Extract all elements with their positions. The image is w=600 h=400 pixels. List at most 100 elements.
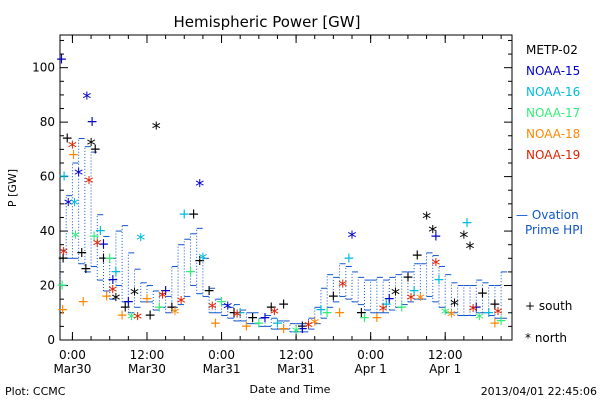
data-point: +: [328, 288, 340, 304]
data-point: +: [334, 305, 346, 321]
x-tick-date: Mar31: [277, 362, 315, 376]
data-point: +: [380, 297, 392, 313]
data-point: +: [110, 264, 122, 280]
data-point: +: [272, 316, 284, 332]
plot-timestamp: 2013/04/01 22:45:06: [481, 385, 597, 398]
x-tick-time: 0:00: [357, 348, 384, 362]
data-point: *: [84, 173, 93, 194]
legend-entry: NOAA-18: [526, 127, 580, 141]
data-point: *: [469, 301, 478, 322]
data-point: +: [234, 305, 246, 321]
data-point: +: [278, 321, 290, 337]
data-point: +: [433, 272, 445, 288]
data-point: +: [86, 114, 98, 130]
y-tick-label: 0: [47, 333, 55, 347]
data-point: +: [259, 310, 271, 326]
data-point: +: [188, 207, 200, 223]
south-marker-legend: + south: [525, 299, 572, 313]
data-point: +: [89, 141, 101, 157]
data-point: *: [447, 306, 456, 327]
data-point: *: [208, 298, 217, 319]
data-point: +: [68, 147, 80, 163]
data-point: +: [144, 307, 156, 323]
data-point: +: [154, 299, 166, 315]
data-point: *: [407, 290, 416, 311]
data-point: *: [292, 323, 301, 344]
x-tick-date: Mar30: [128, 362, 166, 376]
data-point: +: [253, 316, 265, 332]
data-point: *: [270, 304, 279, 325]
data-point: *: [494, 304, 503, 325]
data-point: *: [223, 298, 232, 319]
data-point: +: [241, 318, 253, 334]
data-point: +: [98, 237, 110, 253]
y-tick-label: 80: [40, 115, 55, 129]
data-point: +: [76, 245, 88, 261]
data-point: *: [198, 249, 207, 270]
data-point: +: [483, 305, 495, 321]
data-point: +: [119, 299, 131, 315]
data-point: *: [158, 287, 167, 308]
data-point: +: [461, 215, 473, 231]
legend-entry: NOAA-16: [526, 85, 580, 99]
data-point: +: [278, 297, 290, 313]
data-point: +: [396, 299, 408, 315]
data-point: +: [57, 302, 69, 318]
data-point: *: [428, 222, 437, 243]
plot-credit: Plot: CCMC: [5, 385, 66, 398]
y-tick-label: 100: [32, 61, 55, 75]
data-point: *: [82, 89, 91, 110]
data-point: +: [160, 283, 172, 299]
x-tick-time: 0:00: [59, 348, 86, 362]
y-tick-label: 60: [40, 170, 55, 184]
data-point: *: [70, 195, 79, 216]
data-point: +: [411, 248, 423, 264]
legend-entry: NOAA-15: [526, 64, 580, 78]
data-point: +: [80, 261, 92, 277]
x-tick-time: 12:00: [279, 348, 314, 362]
x-axis-label: Date and Time: [250, 383, 331, 396]
x-tick-time: 12:00: [428, 348, 463, 362]
ovation-legend-dash: — Ovation: [516, 208, 579, 222]
data-point: +: [477, 286, 489, 302]
data-point: *: [466, 238, 475, 259]
data-point: *: [475, 309, 484, 330]
data-point: *: [391, 285, 400, 306]
y-tick-label: 20: [40, 279, 55, 293]
data-point: +: [141, 291, 153, 307]
data-point: +: [371, 310, 383, 326]
data-point: *: [74, 165, 83, 186]
data-point: *: [68, 138, 77, 159]
data-point: +: [247, 310, 259, 326]
data-point: *: [108, 282, 117, 303]
data-point: +: [209, 316, 221, 332]
data-point: +: [56, 52, 68, 68]
data-point: +: [343, 250, 355, 266]
data-point: +: [470, 299, 482, 315]
data-point: +: [321, 305, 333, 321]
north-marker-legend: * north: [525, 331, 567, 345]
data-point: *: [431, 255, 440, 276]
data-point: *: [127, 309, 136, 330]
data-point: +: [489, 297, 501, 313]
data-point: +: [95, 223, 107, 239]
data-point: +: [61, 130, 73, 146]
data-point: +: [383, 291, 395, 307]
chart-title: Hemispheric Power [GW]: [174, 13, 361, 31]
data-point: +: [408, 283, 420, 299]
x-tick-time: 0:00: [208, 348, 235, 362]
x-tick-date: Mar31: [203, 362, 241, 376]
data-point: *: [152, 119, 161, 140]
data-point: +: [355, 305, 367, 321]
data-point: +: [98, 250, 110, 266]
data-point: +: [296, 318, 308, 334]
legend-entry: METP-02: [526, 43, 578, 57]
data-point: *: [422, 208, 431, 229]
data-point: +: [88, 229, 100, 245]
data-point: +: [166, 299, 178, 315]
data-point: *: [93, 236, 102, 257]
x-tick-date: Mar30: [53, 362, 91, 376]
data-point: +: [265, 299, 277, 315]
plot-frame: [59, 34, 513, 341]
data-point: *: [177, 293, 186, 314]
